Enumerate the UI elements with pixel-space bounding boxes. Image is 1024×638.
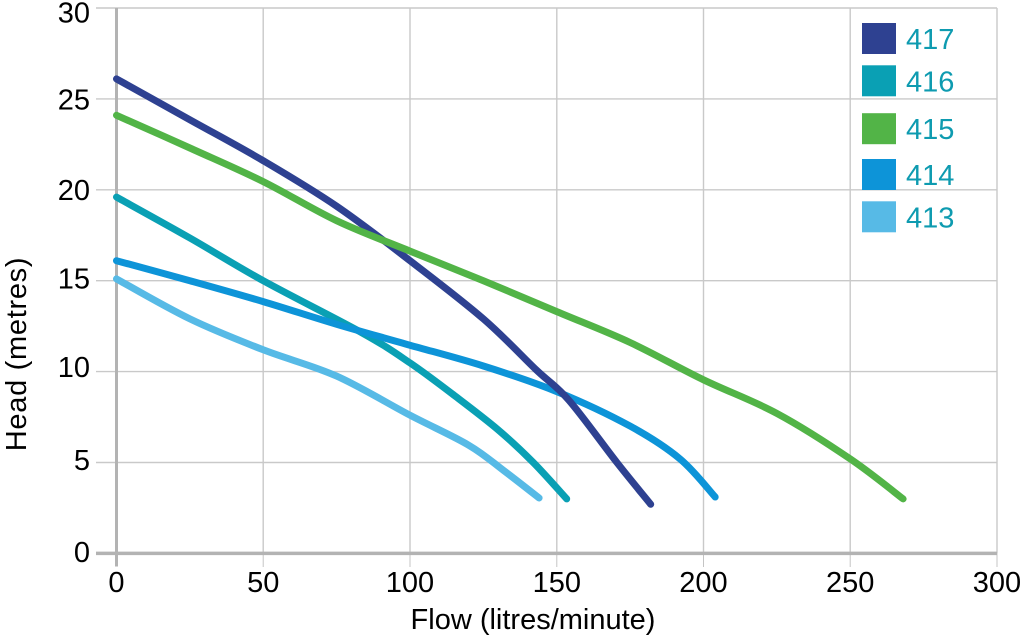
svg-text:10: 10 — [58, 352, 90, 384]
svg-text:50: 50 — [247, 567, 279, 599]
svg-text:30: 30 — [58, 0, 90, 29]
svg-text:100: 100 — [386, 567, 434, 599]
svg-text:15: 15 — [58, 263, 90, 295]
svg-text:417: 417 — [906, 24, 954, 56]
svg-text:Head (metres): Head (metres) — [1, 257, 33, 451]
svg-text:415: 415 — [906, 114, 954, 146]
svg-text:300: 300 — [973, 567, 1021, 599]
svg-text:0: 0 — [74, 537, 90, 569]
svg-text:250: 250 — [826, 567, 874, 599]
svg-text:20: 20 — [58, 175, 90, 207]
svg-text:150: 150 — [533, 567, 581, 599]
svg-text:413: 413 — [906, 202, 954, 234]
svg-text:Flow (litres/minute): Flow (litres/minute) — [411, 604, 656, 636]
svg-text:25: 25 — [58, 84, 90, 116]
svg-text:200: 200 — [679, 567, 727, 599]
svg-text:416: 416 — [906, 66, 954, 98]
svg-text:5: 5 — [74, 445, 90, 477]
svg-text:0: 0 — [108, 567, 124, 599]
svg-text:414: 414 — [906, 160, 954, 192]
